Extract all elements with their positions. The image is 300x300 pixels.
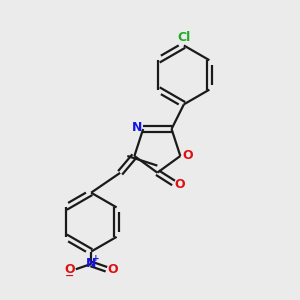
Text: Cl: Cl [177, 31, 190, 44]
Text: O: O [182, 149, 193, 163]
Text: N: N [131, 121, 142, 134]
Text: O: O [64, 263, 75, 276]
Text: +: + [92, 254, 99, 263]
Text: O: O [108, 263, 118, 276]
Text: O: O [174, 178, 185, 191]
Text: N: N [86, 257, 96, 271]
Text: −: − [64, 271, 74, 281]
